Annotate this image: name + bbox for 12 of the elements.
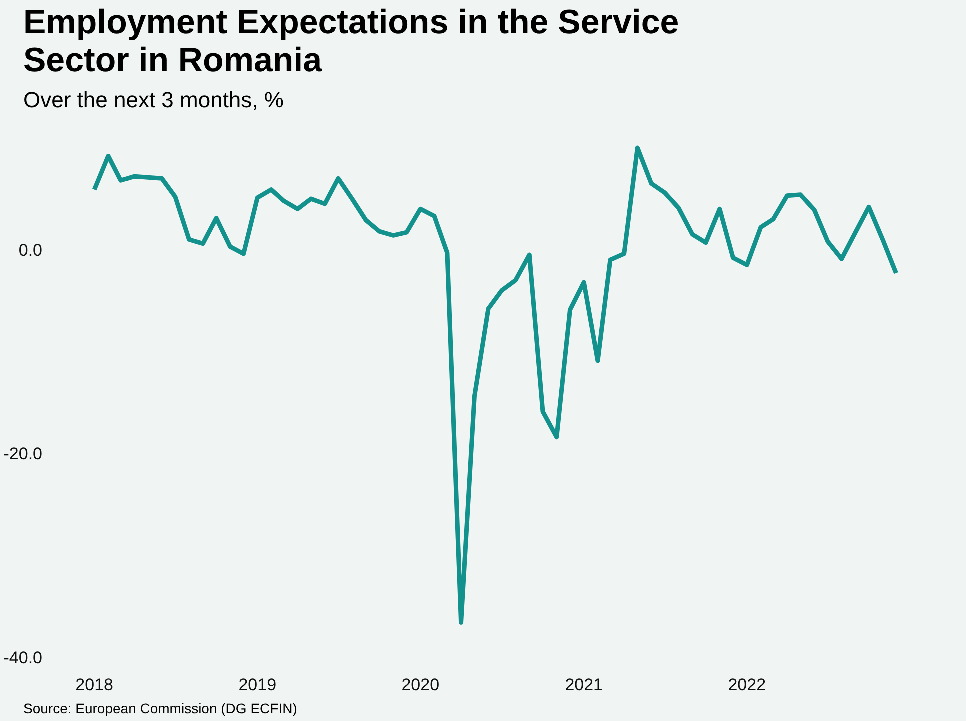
- chart-subtitle: Over the next 3 months, %: [24, 88, 284, 112]
- x-tick-label: 2022: [728, 676, 766, 694]
- x-tick-label: 2018: [76, 676, 114, 694]
- y-tick-label: -20.0: [4, 444, 42, 464]
- x-tick-label: 2021: [565, 676, 604, 694]
- x-tick-label: 2020: [402, 676, 440, 694]
- chart-title: Employment Expectations in the Service Sector in Romania: [24, 4, 680, 80]
- y-tick-label: 0.0: [18, 240, 43, 260]
- source-note: Source: European Commission (DG ECFIN): [24, 700, 298, 716]
- line-series: [92, 146, 899, 625]
- x-tick-label: 2019: [238, 676, 277, 694]
- y-tick-label: -40.0: [4, 648, 42, 668]
